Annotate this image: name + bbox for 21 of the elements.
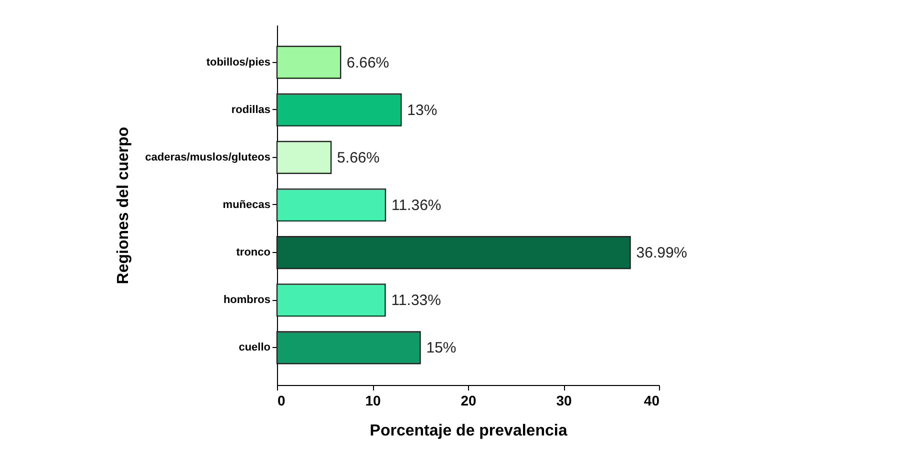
data-label: 36.99% (636, 244, 688, 262)
y-tick-label: rodillas (231, 104, 270, 116)
x-tick-label: 30 (556, 392, 572, 408)
x-tick-label: 10 (365, 392, 381, 408)
y-tick-label: caderas/muslos/gluteos (145, 151, 270, 164)
y-axis-title: Regiones del cuerpo (115, 126, 132, 284)
y-tick-label: cuello (238, 342, 271, 354)
x-tick-label: 0 (278, 392, 286, 408)
y-tick-label: tronco (236, 246, 271, 259)
y-tick-label: hombros (223, 294, 270, 306)
x-axis-title: Porcentaje de prevalencia (370, 422, 568, 440)
x-tick-label: 20 (460, 392, 476, 408)
data-label: 13% (407, 102, 438, 119)
data-label: 11.36% (391, 197, 442, 214)
data-label: 6.66% (346, 54, 390, 72)
y-tick-label: tobillos/pies (206, 56, 270, 68)
y-tick-label: muñecas (222, 199, 270, 211)
data-label: 15% (426, 340, 456, 357)
data-label: 11.33% (391, 292, 441, 310)
data-label: 5.66% (337, 149, 380, 166)
x-tick-label: 40 (644, 392, 660, 408)
